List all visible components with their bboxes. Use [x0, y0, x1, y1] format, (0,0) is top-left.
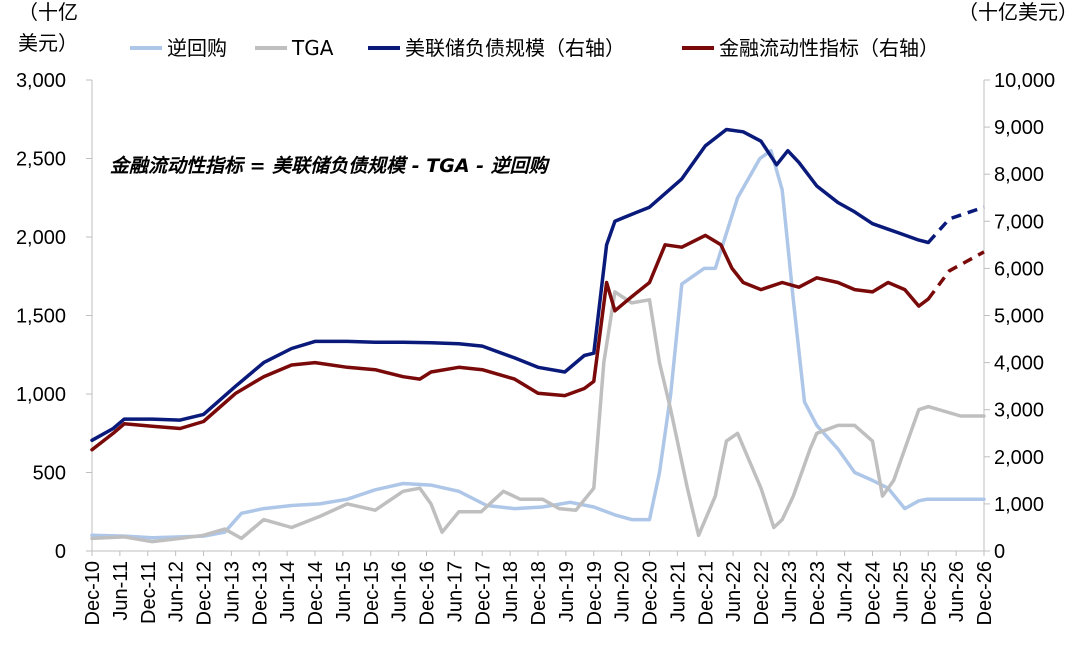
x-tick-label: Dec-22	[751, 561, 773, 625]
right-axis-unit: （十亿美元）	[958, 0, 1078, 24]
x-tick-label: Dec-17	[472, 561, 494, 625]
formula-annotation: 金融流动性指标 = 美联储负债规模 - TGA - 逆回购	[110, 155, 551, 177]
left-tick-label: 1,500	[16, 306, 66, 328]
right-tick-label: 0	[994, 541, 1005, 563]
right-tick-label: 9,000	[994, 117, 1044, 139]
legend: 逆回购 TGA 美联储负债规模（右轴） 金融流动性指标（右轴）	[130, 36, 939, 60]
x-tick-label: Dec-25	[918, 561, 940, 625]
right-tick-label: 5,000	[994, 306, 1044, 328]
x-tick-label: Dec-16	[417, 561, 439, 625]
x-tick-label: Jun-26	[946, 561, 968, 622]
x-tick-label: Jun-24	[835, 561, 857, 622]
x-tick-label: Jun-13	[221, 561, 243, 622]
legend-label-liquidity-index: 金融流动性指标（右轴）	[719, 36, 939, 60]
left-tick-label: 2,000	[16, 227, 66, 249]
x-tick-label: Dec-13	[249, 561, 271, 625]
series-line-1	[90, 290, 986, 544]
series-line-5	[926, 250, 985, 301]
left-tick-label: 500	[33, 463, 66, 485]
series-layer	[90, 127, 986, 544]
x-tick-label: Dec-26	[974, 561, 996, 625]
x-tick-label: Dec-18	[528, 561, 550, 625]
right-tick-label: 2,000	[994, 447, 1044, 469]
right-tick-label: 7,000	[994, 211, 1044, 233]
right-tick-label: 1,000	[994, 494, 1044, 516]
x-tick-label: Jun-15	[333, 561, 355, 622]
right-tick-label: 8,000	[994, 164, 1044, 186]
x-tick-label: Jun-22	[723, 561, 745, 622]
series-line-4	[90, 233, 931, 452]
x-tick-label: Jun-21	[667, 561, 689, 622]
x-tick-label: Jun-12	[166, 561, 188, 622]
right-tick-label: 10,000	[994, 70, 1055, 92]
left-tick-label: 2,500	[16, 149, 66, 171]
x-tick-label: Jun-14	[277, 561, 299, 622]
legend-label-reverse-repo: 逆回购	[167, 36, 227, 60]
x-tick-label: Dec-11	[138, 561, 160, 624]
x-tick-label: Dec-14	[305, 561, 327, 625]
x-tick-label: Dec-24	[863, 561, 885, 625]
series-line-3	[926, 205, 985, 244]
x-tick-label: Dec-21	[695, 561, 717, 625]
series-line-2	[90, 127, 931, 443]
x-tick-label: Jun-20	[612, 561, 634, 622]
x-tick-label: Jun-16	[389, 561, 411, 622]
x-axis-ticks: Dec-10 Jun-11 Dec-11 Jun-12 Dec-12 Jun-13 Dec-…	[82, 551, 996, 625]
x-tick-label: Jun-11	[110, 561, 132, 621]
left-tick-label: 1,000	[16, 384, 66, 406]
right-axis-ticks: 0 1,000 2,000 3,000 4,000 5,000 6,000 7,000 8,00…	[984, 70, 1055, 563]
x-tick-label: Jun-17	[444, 561, 466, 622]
left-axis-unit-line1: （十亿	[18, 0, 78, 24]
x-tick-label: Dec-12	[194, 561, 216, 625]
legend-label-fed-liabilities: 美联储负债规模（右轴）	[405, 36, 625, 60]
x-tick-label: Dec-20	[640, 561, 662, 625]
x-tick-label: Jun-18	[500, 561, 522, 622]
x-tick-label: Dec-19	[584, 561, 606, 625]
x-tick-label: Dec-23	[807, 561, 829, 625]
left-tick-label: 0	[55, 541, 66, 563]
right-tick-label: 4,000	[994, 353, 1044, 375]
x-tick-label: Jun-19	[556, 561, 578, 622]
x-tick-label: Jun-25	[890, 561, 912, 622]
left-axis-unit-line2: 美元）	[18, 31, 78, 55]
x-tick-label: Jun-23	[779, 561, 801, 622]
legend-label-tga: TGA	[291, 36, 334, 60]
x-tick-label: Dec-10	[82, 561, 104, 625]
x-tick-label: Dec-15	[361, 561, 383, 625]
left-axis-ticks: 0 500 1,000 1,500 2,000 2,500 3,000	[16, 70, 92, 563]
series-line-0	[90, 148, 986, 540]
right-tick-label: 3,000	[994, 400, 1044, 422]
right-tick-label: 6,000	[994, 258, 1044, 280]
left-tick-label: 3,000	[16, 70, 66, 92]
